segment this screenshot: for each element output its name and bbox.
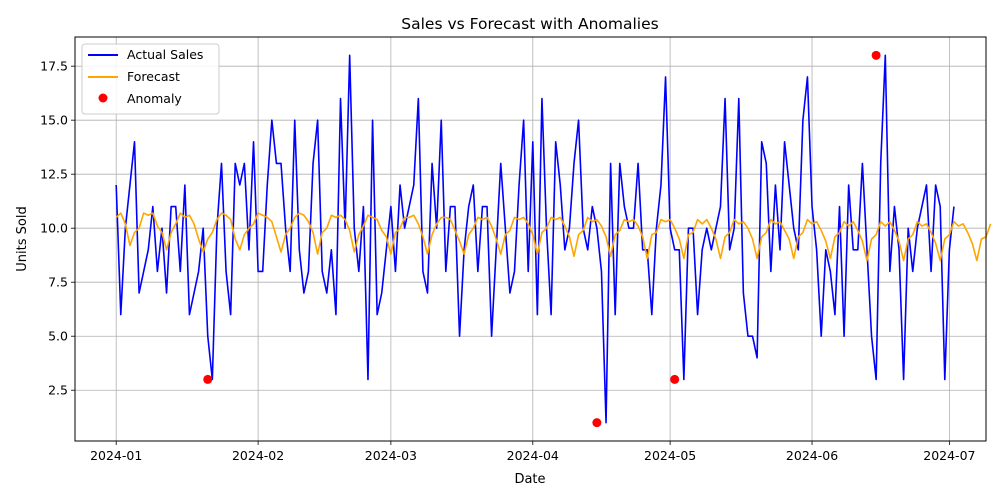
chart-title: Sales vs Forecast with Anomalies (401, 15, 658, 33)
y-tick-label: 7.5 (48, 275, 68, 290)
x-tick-label: 2024-07 (923, 448, 975, 463)
forecast-line (115, 212, 992, 262)
legend-label-anomaly: Anomaly (127, 91, 182, 106)
x-axis-title: Date (514, 472, 545, 487)
grid-lines (75, 37, 986, 441)
y-tick-label: 12.5 (40, 167, 68, 182)
y-axis-title: Units Sold (15, 206, 30, 271)
legend-box (81, 43, 220, 115)
x-tick-label: 2024-02 (232, 448, 284, 463)
x-tick-label: 2024-04 (507, 448, 559, 463)
anomaly-point (670, 374, 680, 384)
y-axis: 2.5 5.0 7.5 10.0 12.5 15.0 17.5 (40, 59, 75, 398)
x-axis: 2024-01 2024-02 2024-03 2024-04 2024-05 2024-… (90, 441, 975, 463)
anomaly-point (203, 374, 213, 384)
plot-frame (74, 36, 987, 442)
x-tick-label: 2024-06 (786, 448, 838, 463)
y-tick-label: 17.5 (40, 59, 68, 74)
legend-label-actual: Actual Sales (127, 47, 203, 62)
actual-sales-line (115, 54, 955, 424)
anomaly-point (592, 418, 602, 428)
legend: Actual Sales Forecast Anomaly (81, 43, 220, 115)
plot-area (115, 50, 992, 428)
legend-label-forecast: Forecast (127, 69, 180, 84)
y-tick-label: 2.5 (48, 383, 68, 398)
x-tick-label: 2024-03 (365, 448, 417, 463)
y-tick-label: 10.0 (40, 221, 68, 236)
y-tick-label: 5.0 (48, 329, 68, 344)
x-tick-label: 2024-05 (644, 448, 696, 463)
y-tick-label: 15.0 (40, 113, 68, 128)
legend-swatch-anomaly (98, 93, 108, 103)
anomaly-point (871, 50, 881, 60)
x-tick-label: 2024-01 (90, 448, 142, 463)
